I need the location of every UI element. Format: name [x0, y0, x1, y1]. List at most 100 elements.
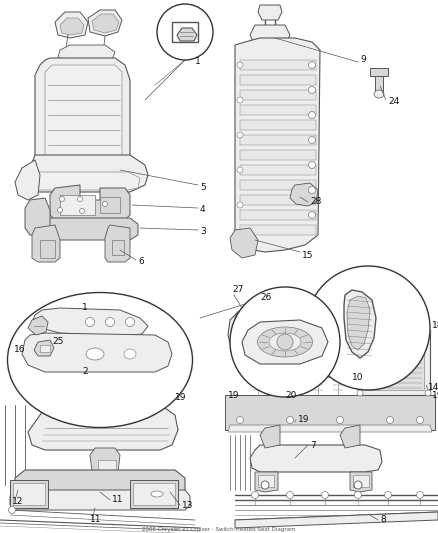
- Circle shape: [425, 329, 431, 335]
- Bar: [353, 475, 369, 487]
- Polygon shape: [255, 472, 278, 492]
- Polygon shape: [35, 58, 130, 175]
- Circle shape: [425, 390, 431, 396]
- Polygon shape: [92, 14, 119, 33]
- Text: 20: 20: [285, 391, 297, 400]
- Polygon shape: [15, 470, 185, 495]
- Polygon shape: [240, 90, 316, 100]
- Polygon shape: [177, 28, 197, 41]
- Bar: [358, 330, 430, 395]
- Polygon shape: [340, 425, 360, 448]
- Polygon shape: [105, 225, 130, 262]
- Circle shape: [417, 491, 424, 498]
- Circle shape: [8, 506, 15, 513]
- Bar: [112, 240, 124, 255]
- Circle shape: [237, 416, 244, 424]
- Circle shape: [237, 62, 243, 68]
- Text: 1: 1: [195, 58, 201, 67]
- Ellipse shape: [258, 327, 312, 357]
- Bar: [10, 480, 48, 508]
- Circle shape: [60, 197, 64, 201]
- Polygon shape: [344, 290, 376, 358]
- Polygon shape: [225, 395, 435, 430]
- Circle shape: [357, 329, 363, 335]
- Ellipse shape: [86, 348, 104, 360]
- Polygon shape: [55, 12, 88, 38]
- Text: 8: 8: [380, 515, 386, 524]
- Circle shape: [237, 167, 243, 173]
- Text: 25: 25: [52, 337, 64, 346]
- Polygon shape: [28, 405, 178, 450]
- Polygon shape: [235, 298, 358, 330]
- Polygon shape: [50, 185, 130, 220]
- Polygon shape: [15, 160, 40, 200]
- Circle shape: [308, 187, 315, 193]
- Polygon shape: [240, 195, 316, 205]
- Polygon shape: [90, 448, 120, 478]
- Text: 14: 14: [428, 384, 438, 392]
- Polygon shape: [347, 296, 370, 350]
- Text: 24: 24: [388, 98, 399, 107]
- Text: 13: 13: [182, 500, 194, 510]
- Circle shape: [126, 318, 134, 327]
- Circle shape: [354, 481, 362, 489]
- Bar: [40, 240, 55, 258]
- Circle shape: [277, 334, 293, 350]
- Polygon shape: [315, 363, 335, 371]
- Text: 2005 Chrysler PT Cruiser - Switch-Heated Seat Diagram: 2005 Chrysler PT Cruiser - Switch-Heated…: [142, 527, 296, 531]
- Bar: [172, 22, 198, 42]
- Text: 11: 11: [112, 496, 124, 505]
- Text: 27: 27: [232, 286, 244, 295]
- Circle shape: [237, 202, 243, 208]
- Circle shape: [386, 416, 393, 424]
- Ellipse shape: [124, 349, 136, 359]
- Ellipse shape: [269, 333, 301, 351]
- Circle shape: [157, 4, 213, 60]
- Circle shape: [57, 207, 63, 213]
- Circle shape: [306, 266, 430, 390]
- Polygon shape: [240, 165, 316, 175]
- Polygon shape: [32, 308, 148, 336]
- Polygon shape: [258, 5, 282, 20]
- Polygon shape: [240, 150, 316, 160]
- Polygon shape: [58, 45, 115, 60]
- Polygon shape: [228, 310, 358, 372]
- Circle shape: [80, 208, 85, 214]
- Polygon shape: [20, 155, 148, 192]
- Bar: [370, 68, 388, 76]
- Circle shape: [106, 318, 114, 327]
- Bar: [98, 460, 116, 472]
- Text: 19: 19: [175, 393, 187, 402]
- Polygon shape: [34, 340, 54, 356]
- Circle shape: [286, 416, 293, 424]
- Text: 19: 19: [228, 391, 240, 400]
- Circle shape: [230, 287, 340, 397]
- Polygon shape: [228, 425, 432, 432]
- Ellipse shape: [151, 491, 163, 497]
- Text: 3: 3: [200, 228, 206, 237]
- Polygon shape: [240, 225, 316, 235]
- Polygon shape: [250, 445, 382, 472]
- Bar: [258, 475, 274, 487]
- Bar: [100, 197, 120, 213]
- Polygon shape: [22, 333, 172, 372]
- Polygon shape: [25, 198, 50, 235]
- Polygon shape: [235, 512, 438, 528]
- Circle shape: [308, 111, 315, 118]
- Bar: [133, 483, 175, 505]
- Polygon shape: [28, 316, 48, 335]
- Polygon shape: [240, 60, 316, 70]
- Polygon shape: [32, 225, 60, 262]
- Text: 11: 11: [90, 515, 102, 524]
- Polygon shape: [240, 120, 316, 130]
- Polygon shape: [240, 180, 316, 190]
- Text: 10: 10: [352, 374, 364, 383]
- Ellipse shape: [374, 90, 384, 98]
- Circle shape: [417, 416, 424, 424]
- Text: 19: 19: [432, 391, 438, 400]
- Polygon shape: [45, 65, 122, 168]
- Circle shape: [308, 212, 315, 219]
- Polygon shape: [250, 25, 290, 45]
- Polygon shape: [32, 218, 138, 240]
- Text: 19: 19: [298, 416, 310, 424]
